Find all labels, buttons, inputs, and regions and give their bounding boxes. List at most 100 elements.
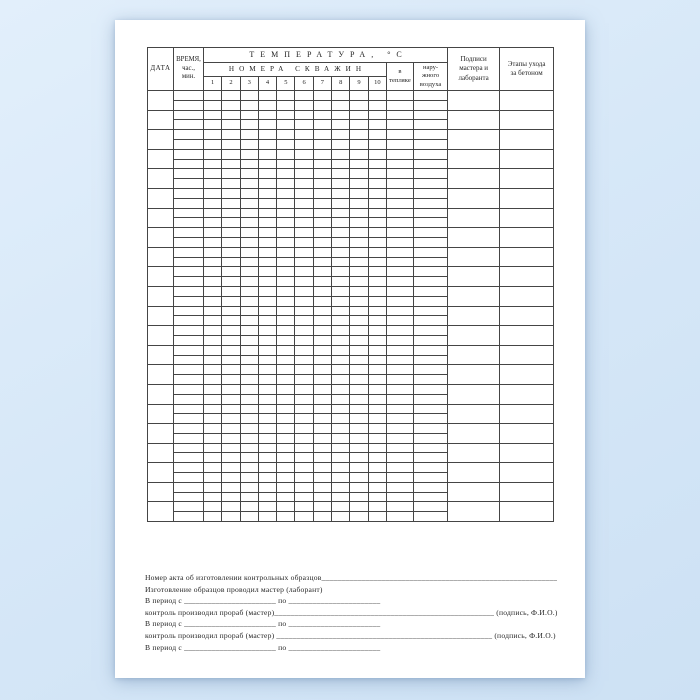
temp-cell <box>202 266 223 278</box>
temp-cell <box>257 217 278 229</box>
date-cell <box>147 364 174 385</box>
temp-cell <box>385 423 414 434</box>
temp-cell <box>385 99 414 111</box>
temp-cell <box>294 295 314 307</box>
temp-cell <box>221 462 241 474</box>
log-row-sub <box>148 99 554 111</box>
temp-cell <box>257 472 278 483</box>
temp-cell <box>276 158 296 170</box>
temp-cell <box>331 295 351 307</box>
temp-cell <box>239 472 259 483</box>
temp-cell <box>202 119 223 131</box>
temp-cell <box>257 256 278 268</box>
temp-cell <box>331 325 351 336</box>
temp-cell <box>276 511 296 523</box>
temp-cell <box>367 129 387 140</box>
temp-cell <box>257 276 278 287</box>
care-stage-cell <box>499 109 555 131</box>
temp-cell <box>312 148 333 160</box>
log-row <box>147 462 555 483</box>
temp-cell <box>239 403 259 415</box>
header-well-7: 7 <box>312 76 333 91</box>
temp-cell <box>367 178 387 189</box>
temp-cell <box>312 305 333 317</box>
care-stage-cell <box>499 442 555 464</box>
footer-line: В период с _______________________ по __… <box>145 619 381 629</box>
temp-cell <box>349 168 369 180</box>
temp-cell <box>257 403 278 415</box>
temp-cell <box>294 178 314 189</box>
temp-cell <box>257 305 278 317</box>
temp-cell <box>385 109 414 121</box>
header-row-1: ДАТА ВРЕМЯ, час., мин. ТЕМПЕРАТУРА, °С П… <box>147 47 555 91</box>
temp-cell <box>312 334 333 346</box>
temp-cell <box>367 354 387 366</box>
temp-cell <box>367 374 387 385</box>
temp-cell <box>385 236 414 248</box>
temp-cell <box>412 217 449 229</box>
temp-cell <box>239 501 259 513</box>
temp-cell <box>239 491 259 503</box>
temp-cell <box>202 129 223 140</box>
temp-cell <box>349 423 369 434</box>
temp-cell <box>202 207 223 219</box>
temp-cell <box>349 325 369 336</box>
temp-cell <box>349 90 369 101</box>
temp-cell <box>331 217 351 229</box>
temp-cell <box>294 256 314 268</box>
temp-cell <box>412 236 449 248</box>
date-cell <box>147 501 174 523</box>
temp-cell <box>276 374 296 385</box>
temp-cell <box>276 491 296 503</box>
signature-cell <box>447 501 501 523</box>
temp-cell <box>367 90 387 101</box>
temp-cell <box>221 501 241 513</box>
temp-cell <box>276 168 296 180</box>
signature-cell <box>447 168 501 189</box>
temp-cell <box>257 90 278 101</box>
log-row-sub <box>148 432 554 444</box>
time-cell <box>173 511 204 523</box>
temp-cell <box>385 393 414 405</box>
log-row-sub <box>148 256 554 268</box>
temp-cell <box>367 462 387 474</box>
log-row <box>147 207 555 229</box>
temp-cell <box>331 129 351 140</box>
temp-cell <box>312 364 333 376</box>
temp-cell <box>202 325 223 336</box>
care-stage-cell <box>499 481 555 503</box>
temp-cell <box>294 119 314 131</box>
temp-cell <box>312 246 333 258</box>
date-cell <box>147 109 174 131</box>
temp-cell <box>294 364 314 376</box>
temp-cell <box>349 236 369 248</box>
temp-cell <box>239 325 259 336</box>
temp-cell <box>385 344 414 356</box>
temp-cell <box>221 403 241 415</box>
temp-cell <box>294 305 314 317</box>
temp-cell <box>221 452 241 464</box>
temp-cell <box>294 481 314 493</box>
temp-cell <box>294 413 314 425</box>
temp-cell <box>257 187 278 199</box>
temp-cell <box>276 217 296 229</box>
signature-cell <box>447 187 501 209</box>
temp-cell <box>312 129 333 140</box>
temp-cell <box>349 393 369 405</box>
temp-cell <box>331 109 351 121</box>
care-stage-cell <box>499 344 555 366</box>
temp-cell <box>239 334 259 346</box>
log-row <box>147 344 555 366</box>
footer-line: контроль производил прораб (мастер)_____… <box>145 607 557 617</box>
temp-cell <box>239 344 259 356</box>
temp-cell <box>257 364 278 376</box>
temp-cell <box>202 295 223 307</box>
temp-cell <box>239 295 259 307</box>
header-signatures: Подписи мастера и лаборанта <box>447 47 501 91</box>
temp-cell <box>385 491 414 503</box>
time-cell <box>173 305 204 317</box>
log-row <box>147 423 555 444</box>
temp-cell <box>239 168 259 180</box>
temp-cell <box>239 276 259 287</box>
temp-cell <box>294 462 314 474</box>
